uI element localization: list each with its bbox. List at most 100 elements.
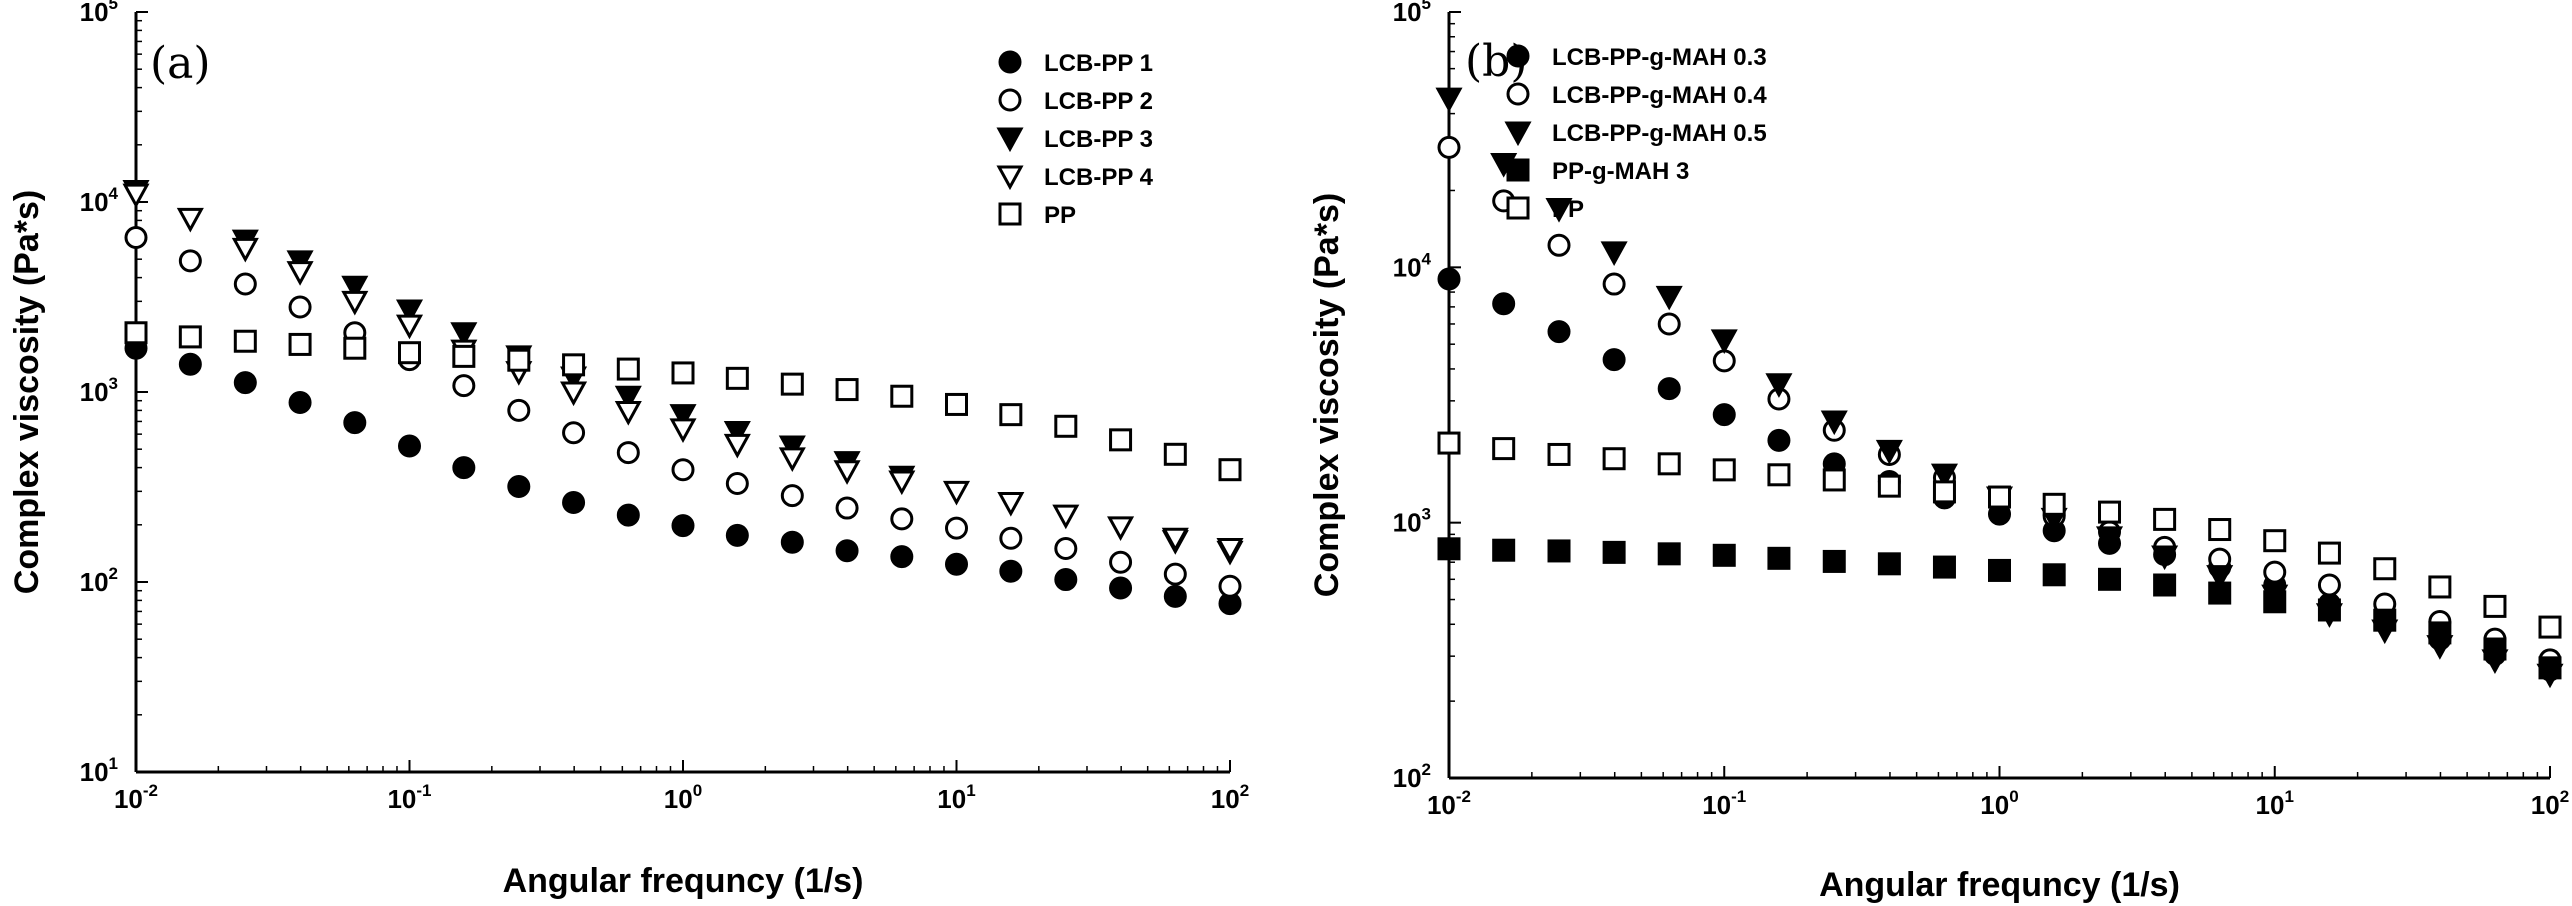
data-point bbox=[1107, 516, 1135, 542]
data-point bbox=[1218, 574, 1242, 598]
data-point bbox=[835, 496, 859, 520]
legend-marker bbox=[1506, 44, 1530, 68]
series-4 bbox=[124, 321, 1242, 482]
data-point bbox=[1655, 285, 1683, 311]
series-1 bbox=[124, 226, 1242, 598]
legend-label: LCB-PP-g-MAH 0.3 bbox=[1552, 44, 1767, 71]
data-point bbox=[1767, 463, 1791, 487]
data-point bbox=[833, 460, 861, 485]
data-point bbox=[2317, 573, 2341, 597]
data-point bbox=[2098, 500, 2122, 524]
data-point bbox=[341, 290, 369, 316]
data-point bbox=[780, 484, 804, 508]
data-point bbox=[2263, 560, 2287, 584]
legend-label: LCB-PP-g-MAH 0.4 bbox=[1552, 82, 1767, 109]
y-axis-title: Complex viscosity (Pa*s) bbox=[8, 190, 46, 594]
data-point bbox=[835, 378, 859, 402]
data-point bbox=[288, 332, 312, 356]
legend-marker bbox=[996, 127, 1024, 153]
data-point bbox=[452, 456, 476, 480]
data-point bbox=[1765, 373, 1793, 398]
data-point bbox=[1602, 447, 1626, 471]
x-tick-label: 102 bbox=[1211, 781, 1249, 814]
data-point bbox=[395, 299, 424, 325]
legend-marker bbox=[1506, 82, 1530, 106]
data-point bbox=[2373, 608, 2397, 632]
data-point bbox=[1657, 377, 1681, 401]
data-point bbox=[2206, 565, 2234, 590]
legend: LCB-PP-g-MAH 0.3 LCB-PP-g-MAH 0.4 LCB-PP-g… bbox=[1504, 44, 1767, 223]
data-point bbox=[2428, 575, 2452, 599]
data-point bbox=[1218, 458, 1242, 482]
data-point bbox=[1712, 458, 1736, 482]
y-axis-title: Complex viscosity (Pa*s) bbox=[1308, 193, 1346, 597]
x-tick-label: 10-2 bbox=[114, 781, 158, 814]
data-point bbox=[2042, 492, 2066, 516]
data-point bbox=[178, 249, 202, 273]
data-point bbox=[178, 325, 202, 349]
data-point bbox=[780, 530, 804, 554]
data-point bbox=[1054, 537, 1078, 561]
data-point bbox=[945, 516, 968, 540]
x-tick-label: 101 bbox=[937, 781, 975, 814]
data-point bbox=[1492, 292, 1516, 316]
data-point bbox=[2483, 594, 2507, 618]
x-tick-label: 100 bbox=[664, 781, 702, 814]
legend-label: LCB-PP 3 bbox=[1044, 126, 1153, 153]
data-point bbox=[1054, 414, 1078, 438]
data-point bbox=[1875, 439, 1903, 465]
data-point bbox=[560, 381, 588, 407]
y-tick-label: 103 bbox=[80, 374, 118, 407]
data-point bbox=[888, 470, 916, 496]
data-point bbox=[2317, 541, 2341, 565]
panel-label: (a) bbox=[150, 38, 211, 89]
data-point bbox=[1930, 463, 1958, 489]
y-tick-label: 105 bbox=[1393, 0, 1431, 27]
data-point bbox=[1545, 197, 1573, 223]
data-point bbox=[124, 321, 148, 345]
data-point bbox=[835, 539, 859, 563]
data-point bbox=[2428, 621, 2452, 645]
data-point bbox=[1657, 452, 1681, 476]
data-point bbox=[2151, 545, 2179, 571]
data-point bbox=[1054, 568, 1078, 592]
data-point bbox=[343, 336, 367, 360]
data-point bbox=[450, 322, 478, 347]
data-point bbox=[1988, 485, 2011, 509]
data-point bbox=[341, 275, 369, 301]
data-point bbox=[725, 366, 749, 390]
data-point bbox=[124, 226, 148, 250]
data-point bbox=[233, 272, 257, 296]
series-1 bbox=[1437, 135, 2562, 672]
data-point bbox=[778, 435, 806, 461]
data-point bbox=[1600, 241, 1628, 266]
data-point bbox=[2208, 518, 2232, 542]
data-point bbox=[1163, 442, 1187, 466]
data-point bbox=[562, 353, 586, 377]
y-tick-label: 103 bbox=[1393, 505, 1431, 538]
x-tick-label: 102 bbox=[2531, 787, 2569, 820]
data-point bbox=[507, 398, 531, 422]
y-tick-label: 104 bbox=[80, 184, 119, 217]
data-point bbox=[288, 295, 312, 319]
data-point bbox=[890, 384, 914, 408]
data-point bbox=[231, 237, 259, 263]
data-point bbox=[1657, 542, 1681, 566]
x-tick-label: 10-2 bbox=[1427, 787, 1471, 820]
y-tick-label: 102 bbox=[80, 564, 118, 597]
data-point bbox=[1877, 552, 1901, 576]
data-point bbox=[671, 458, 695, 482]
legend-marker bbox=[1506, 196, 1530, 220]
data-point bbox=[1437, 267, 1461, 291]
data-point bbox=[507, 348, 531, 372]
chart-panel-a: 10-2 10-1 100 101 102 101 102 103 104 105 Angular … bbox=[8, 0, 1249, 900]
data-point bbox=[999, 526, 1023, 550]
x-tick-label: 10-1 bbox=[387, 781, 431, 814]
data-point bbox=[1547, 442, 1571, 466]
data-point bbox=[1435, 87, 1463, 113]
data-point bbox=[1602, 348, 1626, 372]
data-point bbox=[1437, 431, 1461, 455]
data-point bbox=[945, 552, 968, 576]
data-point bbox=[1712, 403, 1736, 427]
data-point bbox=[398, 434, 421, 458]
